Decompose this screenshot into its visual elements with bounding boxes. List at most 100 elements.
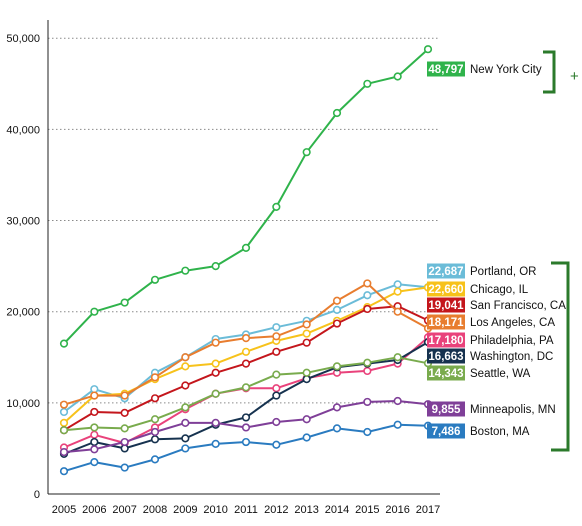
- data-point-los-angeles-ca: [59, 400, 69, 409]
- data-point-boston-ma: [363, 427, 372, 437]
- value-badge: [427, 348, 465, 364]
- value-badge-text: 7,486: [432, 426, 461, 438]
- data-point-san-francisco-ca: [181, 381, 190, 390]
- series-line-san-francisco-ca: [63, 305, 429, 432]
- data-point-los-angeles-ca: [302, 320, 311, 329]
- y-tick-label: 40,000: [6, 124, 40, 136]
- data-point-minneapolis-mn: [393, 396, 402, 406]
- data-point-philadelphia-pa: [90, 430, 99, 439]
- data-point-seattle-wa: [393, 353, 402, 362]
- series-line-new-york-city: [63, 48, 429, 345]
- data-point-san-francisco-ca: [150, 394, 160, 403]
- data-point-new-york-city: [59, 339, 69, 348]
- data-point-boston-ma: [241, 437, 251, 447]
- data-point-minneapolis-mn: [59, 447, 69, 457]
- x-tick-label: 2009: [173, 504, 197, 516]
- data-point-portland-or: [59, 407, 69, 417]
- data-point-san-francisco-ca: [302, 338, 311, 347]
- y-tick-label: 20,000: [6, 307, 40, 319]
- value-badge: [427, 263, 465, 279]
- data-point-portland-or: [332, 305, 342, 314]
- data-point-boston-ma: [272, 440, 281, 449]
- x-tick-label: 2014: [325, 504, 349, 516]
- value-badge-text: 17,180: [428, 335, 463, 347]
- data-point-new-york-city: [393, 72, 402, 81]
- data-point-boston-ma: [150, 455, 160, 464]
- data-point-philadelphia-pa: [363, 366, 372, 376]
- data-point-portland-or: [272, 323, 281, 332]
- x-tick-label: 2007: [112, 504, 136, 516]
- data-point-san-francisco-ca: [211, 368, 220, 377]
- series-name-label: Philadelphia, PA: [470, 335, 554, 347]
- data-point-new-york-city: [272, 202, 281, 211]
- value-badge-text: 9,855: [432, 404, 461, 416]
- data-point-chicago-il: [211, 359, 220, 368]
- data-point-los-angeles-ca: [120, 391, 129, 400]
- data-point-minneapolis-mn: [241, 423, 251, 432]
- data-point-new-york-city: [120, 298, 129, 307]
- data-point-seattle-wa: [90, 423, 99, 432]
- end-label-los-angeles-ca: 18,171 Los Angeles, CA: [427, 314, 555, 330]
- data-point-boston-ma: [181, 444, 190, 453]
- data-point-seattle-wa: [332, 362, 342, 371]
- data-point-san-francisco-ca: [272, 347, 281, 356]
- data-point-minneapolis-mn: [302, 415, 311, 424]
- data-point-minneapolis-mn: [211, 418, 220, 428]
- data-point-washington-dc: [181, 434, 190, 443]
- end-label-portland-or: 22,687 Portland, OR: [427, 263, 536, 279]
- axis-layer: 0 10,000 20,000 30,000 40,000 50,000 2005 2006 2…: [6, 20, 440, 516]
- data-point-chicago-il: [181, 362, 190, 371]
- value-badge-text: 19,041: [428, 300, 464, 312]
- data-point-seattle-wa: [120, 424, 129, 433]
- data-point-new-york-city: [150, 275, 160, 284]
- x-tick-label: 2011: [234, 504, 258, 516]
- data-point-washington-dc: [272, 391, 281, 400]
- data-point-new-york-city: [211, 262, 220, 271]
- data-point-new-york-city: [302, 148, 311, 157]
- data-point-seattle-wa: [241, 383, 251, 392]
- data-point-boston-ma: [59, 467, 69, 476]
- data-point-los-angeles-ca: [363, 279, 372, 288]
- data-point-san-francisco-ca: [120, 408, 129, 417]
- series-line-washington-dc: [63, 341, 429, 455]
- value-badge-text: 18,171: [428, 317, 464, 329]
- series-name-label: Boston, MA: [470, 426, 530, 438]
- data-point-seattle-wa: [302, 368, 311, 377]
- data-point-washington-dc: [241, 413, 251, 422]
- data-point-los-angeles-ca: [150, 373, 160, 382]
- data-point-washington-dc: [150, 435, 160, 444]
- value-badge: [427, 61, 465, 77]
- series-name-label: Chicago, IL: [470, 284, 529, 296]
- series-layer: [59, 45, 433, 476]
- data-point-minneapolis-mn: [120, 437, 129, 447]
- data-point-chicago-il: [393, 287, 402, 296]
- data-point-minneapolis-mn: [332, 403, 342, 412]
- x-tick-label: 2006: [82, 504, 106, 516]
- data-point-los-angeles-ca: [332, 296, 342, 305]
- value-badge: [427, 297, 465, 313]
- data-point-portland-or: [363, 291, 372, 300]
- data-point-boston-ma: [120, 463, 129, 472]
- data-point-los-angeles-ca: [181, 353, 190, 362]
- end-label-minneapolis-mn: 9,855 Minneapolis, MN: [427, 401, 556, 417]
- data-point-boston-ma: [302, 433, 311, 442]
- data-point-new-york-city: [90, 307, 99, 316]
- data-point-los-angeles-ca: [90, 391, 99, 400]
- data-point-boston-ma: [211, 439, 220, 448]
- data-point-san-francisco-ca: [241, 359, 251, 368]
- data-point-minneapolis-mn: [150, 427, 160, 437]
- data-point-boston-ma: [332, 424, 342, 433]
- data-point-minneapolis-mn: [181, 418, 190, 428]
- series-name-label: San Francisco, CA: [470, 300, 566, 312]
- end-label-washington-dc: 16,663 Washington, DC: [427, 348, 553, 364]
- end-label-philadelphia-pa: 17,180 Philadelphia, PA: [427, 332, 554, 348]
- series-name-label: Portland, OR: [470, 266, 536, 278]
- series-name-label: Washington, DC: [470, 351, 553, 363]
- y-tick-label: 50,000: [6, 33, 40, 45]
- series-name-label: Los Angeles, CA: [470, 317, 555, 329]
- series-name-label: New York City: [470, 64, 542, 76]
- x-tick-label: 2017: [416, 504, 440, 516]
- data-point-new-york-city: [241, 243, 251, 252]
- data-point-seattle-wa: [363, 358, 372, 367]
